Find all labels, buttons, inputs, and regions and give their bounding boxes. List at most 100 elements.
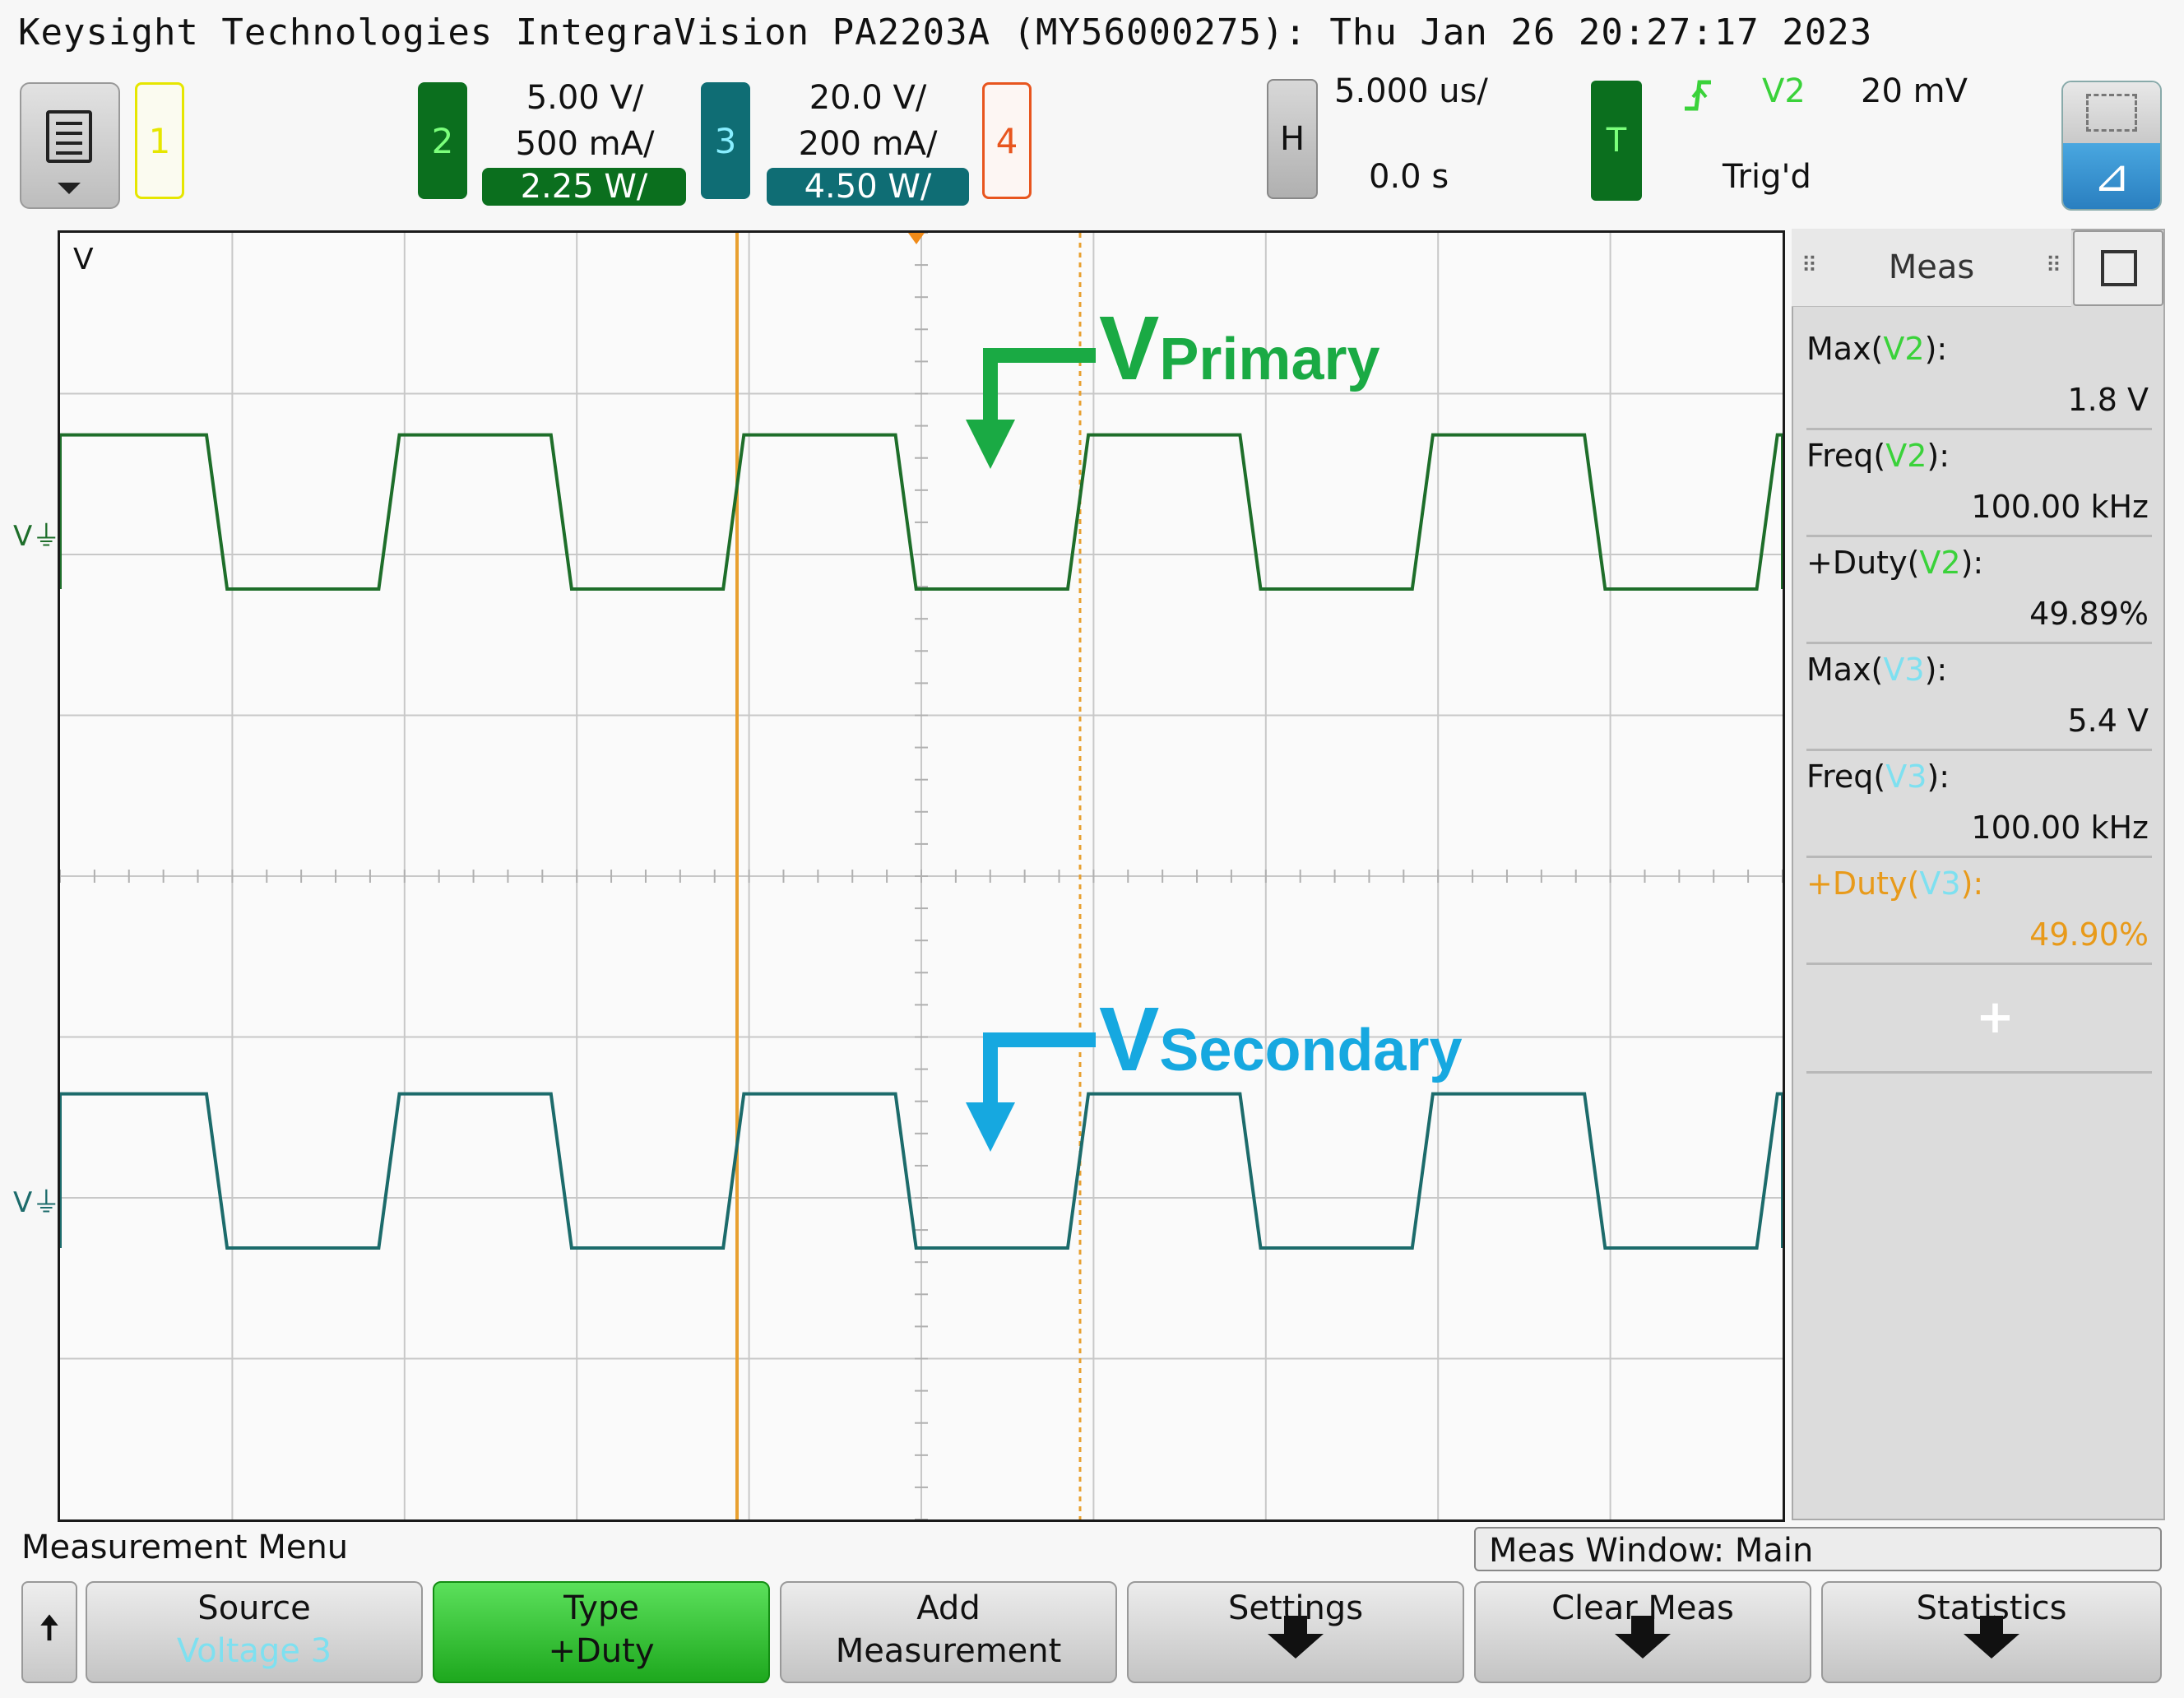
channel-3-button[interactable]: 3 [701,82,750,199]
meas-source: V2 [1919,545,1961,581]
meas-item-label: Max(V2): [1806,331,1947,367]
channel-4-button[interactable]: 4 [982,82,1032,199]
softkey-type-value: +Duty [548,1632,655,1670]
softkey-source-label: Source [197,1589,311,1627]
meas-item[interactable]: +Duty(V2): 49.89% [1806,535,2152,644]
meas-suffix: ): [1927,759,1950,795]
meas-item-label: Freq(V2): [1806,438,1950,474]
list-icon [46,110,92,163]
channel-3-watts-scale[interactable]: 4.50 W/ [767,168,969,206]
softkey-add-value: Measurement [835,1632,1062,1670]
softkey-statistics[interactable]: Statistics [1821,1581,2162,1683]
channel-2-button[interactable]: 2 [418,82,467,199]
drag-handle-icon[interactable]: ⠿ [2045,253,2061,278]
meas-tab-label: Meas [1888,248,1975,286]
add-measurement-icon[interactable]: + [1976,990,2015,1044]
measurement-panel [1792,229,2165,1520]
meas-suffix: ): [1927,438,1950,474]
meas-tab[interactable]: ⠿ Meas ⠿ [1792,229,2071,307]
meas-item[interactable]: Freq(V2): 100.00 kHz [1806,428,2152,537]
up-arrow-icon: 🠅 [39,1607,59,1648]
meas-value: 100.00 kHz [1971,489,2149,525]
meas-type: Freq( [1806,438,1886,474]
channel-3-volts-scale[interactable]: 20.0 V/ [809,79,927,117]
menu-title: Measurement Menu [21,1529,349,1566]
channel-3-ground-marker[interactable]: V⏚ [13,1186,61,1219]
softkey-source-value: Voltage 3 [176,1632,332,1670]
rising-edge-icon [1685,80,1711,111]
touch-zoom-button[interactable]: ⊿ [2061,81,2162,211]
meas-value: 49.89% [2029,596,2149,632]
meas-suffix: ): [1960,545,1984,581]
secondary-sub: Secondary [1159,1018,1463,1083]
graticule [60,233,1783,1519]
delta-wave-icon: ⊿ [2063,143,2160,209]
meas-source: V3 [1883,652,1925,688]
drag-handle-icon[interactable]: ⠿ [1801,253,1818,278]
v2-waveform [60,433,1783,591]
channel-3-amps-scale[interactable]: 200 mA/ [798,125,938,163]
down-arrow-icon [1615,1616,1671,1659]
horizontal-button[interactable]: H [1267,79,1318,199]
meas-item[interactable]: Max(V2): 1.8 V [1806,321,2152,430]
meas-value: 1.8 V [2067,382,2149,418]
softkey-add-measurement[interactable]: Add Measurement [780,1581,1117,1683]
meas-menu-button[interactable] [2073,230,2163,306]
meas-value: 5.4 V [2067,703,2149,739]
waveform-display[interactable]: V [58,230,1785,1522]
meas-window-select[interactable]: Meas Window: Main [1474,1527,2162,1571]
meas-type: +Duty( [1806,865,1920,902]
list-icon [2101,250,2137,286]
softkey-source[interactable]: Source Voltage 3 [86,1581,423,1683]
channel-2-amps-scale[interactable]: 500 mA/ [515,125,655,163]
meas-source: V3 [1919,865,1961,902]
meas-item-label: +Duty(V2): [1806,545,1983,581]
channel-1-button[interactable]: 1 [135,82,184,199]
softkey-clear-meas[interactable]: Clear Meas [1474,1581,1811,1683]
down-arrow-icon [1268,1616,1324,1659]
meas-source: V2 [1883,331,1925,367]
softkey-add-label: Add [916,1589,981,1627]
meas-value: 100.00 kHz [1971,810,2149,846]
primary-sub: Primary [1159,327,1380,392]
softkey-type[interactable]: Type +Duty [433,1581,770,1683]
meas-type: Max( [1806,331,1884,367]
meas-type: Max( [1806,652,1884,688]
secondary-v: V [1099,989,1160,1090]
trigger-button[interactable]: T [1591,81,1642,201]
back-button[interactable]: 🠅 [21,1581,77,1683]
v3-waveform [60,1092,1783,1250]
channel-2-ground-marker[interactable]: V⏚ [13,520,61,553]
meas-source: V3 [1885,759,1927,795]
meas-item[interactable]: Freq(V3): 100.00 kHz [1806,749,2152,858]
meas-value: 49.90% [2029,916,2149,953]
window-title: Keysight Technologies IntegraVision PA22… [18,12,1873,53]
trigger-status: Trig'd [1723,158,1811,196]
meas-item-label: +Duty(V3): [1806,865,1983,902]
trigger-source[interactable]: V2 [1762,72,1806,110]
trigger-level[interactable]: 20 mV [1861,72,1968,110]
channel-2-watts-scale[interactable]: 2.25 W/ [482,168,686,206]
meas-suffix: ): [1960,865,1984,902]
secondary-label: VSecondary [1099,987,1463,1092]
meas-type: +Duty( [1806,545,1920,581]
channel-2-volts-scale[interactable]: 5.00 V/ [526,79,644,117]
down-arrow-icon [1964,1616,2019,1659]
meas-item[interactable]: Max(V3): 5.4 V [1806,642,2152,751]
meas-item-label: Max(V3): [1806,652,1947,688]
softkey-settings[interactable]: Settings [1127,1581,1464,1683]
time-scale[interactable]: 5.000 us/ [1334,72,1488,110]
primary-label: VPrimary [1099,296,1380,401]
zoom-selection-icon [2086,94,2137,132]
chevron-down-icon [58,183,81,194]
meas-source: V2 [1885,438,1927,474]
meas-item[interactable]: +Duty(V3): 49.90% [1806,856,2152,965]
trigger-position-marker [908,233,925,244]
main-menu-button[interactable] [20,82,120,209]
time-delay[interactable]: 0.0 s [1369,158,1449,196]
primary-arrow-icon [966,348,1096,469]
meas-suffix: ): [1924,652,1948,688]
meas-suffix: ): [1924,331,1948,367]
softkey-type-label: Type [563,1589,639,1627]
meas-type: Freq( [1806,759,1886,795]
